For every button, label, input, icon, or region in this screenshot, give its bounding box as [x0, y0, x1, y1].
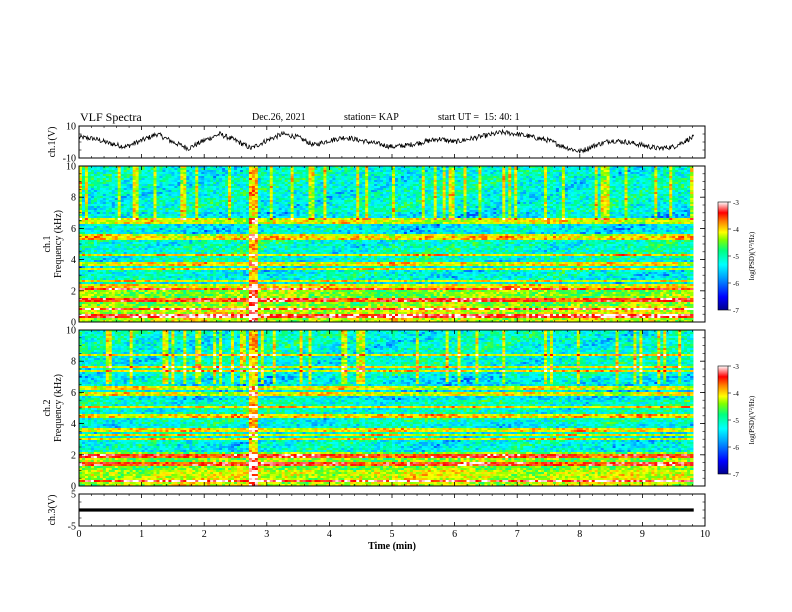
ch1-waveform-ylabel: ch.1(V) [47, 127, 58, 158]
ch1-spectrogram-heatmap-cells [79, 166, 693, 322]
y-tick-label: 10 [66, 122, 76, 133]
ch1-waveform-line [79, 130, 694, 153]
vlf-spectra-figure: 10-10ch.1(V)0246810ch.1Frequency (kHz)-3… [0, 0, 792, 612]
